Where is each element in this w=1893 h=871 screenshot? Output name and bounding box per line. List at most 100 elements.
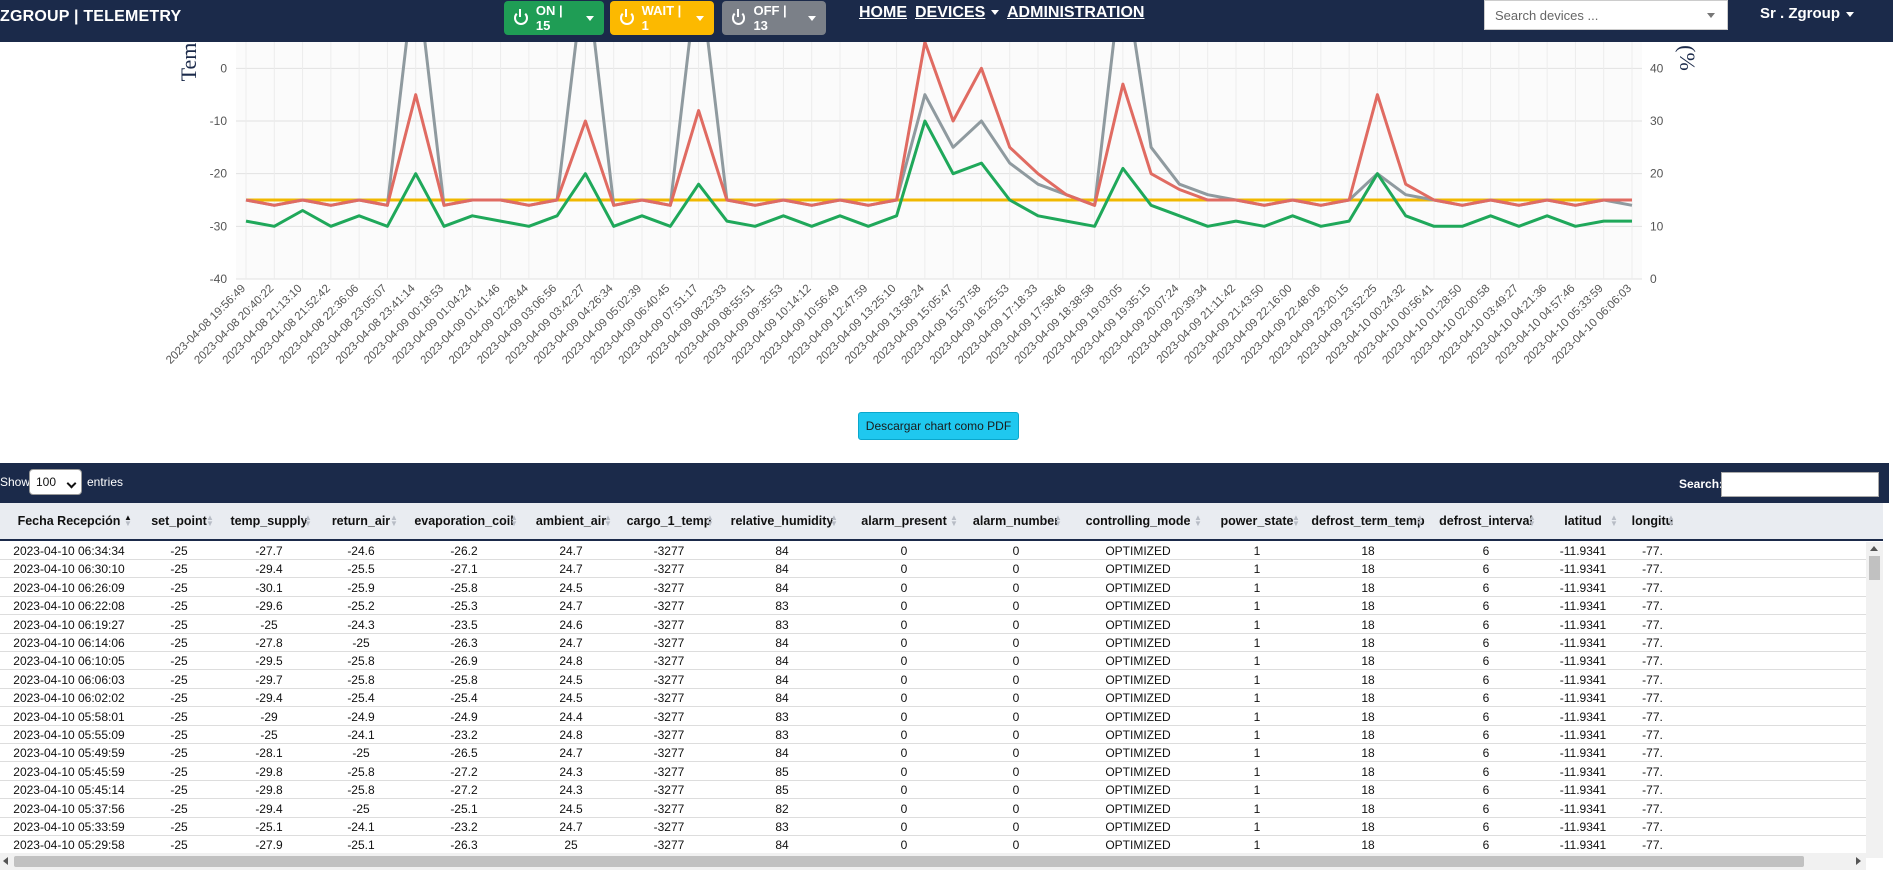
table-cell: -25.1 [347, 838, 375, 853]
table-row[interactable]: 2023-04-10 06:26:09 -25 -30.1 -25.9 -25.8 24.… [0, 579, 1866, 597]
table-row[interactable]: 2023-04-10 05:45:14 -25 -29.8 -25.8 -27.2 24.… [0, 781, 1866, 800]
table-cell: -25 [170, 544, 188, 558]
download-pdf-button[interactable]: Descargar chart como PDF [858, 412, 1019, 440]
table-search-input[interactable] [1721, 472, 1879, 497]
table-row[interactable]: 2023-04-10 06:02:02 -25 -29.4 -25.4 -25.4 24.… [0, 689, 1866, 708]
horizontal-scrollbar[interactable] [0, 853, 1866, 870]
table-row[interactable]: 2023-04-10 06:22:08 -25 -29.6 -25.2 -25.3 24.… [0, 597, 1866, 616]
column-header-label: return_air [331, 514, 391, 528]
status-on-button[interactable]: ON | 15 [504, 1, 604, 35]
column-header[interactable]: temp_supply ▲ ▼ [220, 503, 318, 539]
nav-administration-link[interactable]: ADMINISTRATION [1007, 4, 1145, 21]
column-header-label: set_point [151, 514, 207, 528]
status-wait-button[interactable]: WAIT | 1 [610, 1, 714, 35]
table-cell: -29.8 [255, 783, 283, 798]
column-header-label: latitud [1564, 514, 1602, 528]
table-cell: 0 [900, 764, 908, 779]
table-row[interactable]: 2023-04-10 05:29:58 -25 -27.9 -25.1 -26.3 25 -… [0, 836, 1866, 853]
table-row[interactable]: 2023-04-10 06:06:03 -25 -29.7 -25.8 -25.8 24.… [0, 671, 1866, 689]
chevron-down-icon [66, 478, 77, 489]
y-axis-right: 40 30 20 10 0 [1650, 61, 1664, 286]
table-cell: 1 [1253, 728, 1261, 742]
column-header[interactable]: Fecha Recepción ▲ ▼ [0, 503, 138, 539]
table-row[interactable]: 2023-04-10 05:33:59 -25 -25.1 -24.1 -23.2 24.… [0, 818, 1866, 836]
status-off-button[interactable]: OFF | 13 [722, 1, 826, 35]
table-row[interactable]: 2023-04-10 05:37:56 -25 -29.4 -25 -25.1 24.5 -… [0, 800, 1866, 818]
table-row[interactable]: 2023-04-10 05:49:59 -25 -28.1 -25 -26.5 24.7 -… [0, 744, 1866, 763]
table-row[interactable]: 2023-04-10 05:55:09 -25 -25 -24.1 -23.2 24.8 -… [0, 726, 1866, 744]
table-row[interactable]: 2023-04-10 06:34:34 -25 -27.7 -24.6 -26.2 24.… [0, 542, 1866, 560]
column-header[interactable]: alarm_present ▲ ▼ [844, 503, 964, 539]
table-cell: 84 [775, 562, 789, 577]
table-cell: OPTIMIZED [1105, 746, 1171, 761]
column-header-label: controlling_mode [1085, 514, 1191, 528]
column-header-label: relative_humidity [730, 514, 834, 528]
vertical-scrollbar[interactable] [1866, 542, 1883, 858]
column-header[interactable]: alarm_number ▲ ▼ [964, 503, 1068, 539]
scroll-left-icon[interactable] [3, 857, 8, 865]
table-row[interactable]: 2023-04-10 06:30:10 -25 -29.4 -25.5 -27.1 24.… [0, 560, 1866, 579]
table-cell: 18 [1361, 617, 1375, 632]
table-cell: -29.8 [255, 764, 283, 779]
scroll-right-icon[interactable] [1856, 857, 1861, 865]
table-cell: 1 [1253, 672, 1261, 687]
table-row[interactable]: 2023-04-10 05:45:59 -25 -29.8 -25.8 -27.2 24.… [0, 763, 1866, 781]
table-cell: -11.9341 [1559, 544, 1607, 558]
search-devices-select[interactable]: Search devices ... [1484, 0, 1728, 30]
table-row[interactable]: 2023-04-10 06:14:06 -25 -27.8 -25 -26.3 24.7 -… [0, 634, 1866, 652]
column-header[interactable]: power_state ▲ ▼ [1208, 503, 1306, 539]
table-cell: 1 [1253, 801, 1261, 816]
column-header[interactable]: return_air ▲ ▼ [318, 503, 404, 539]
nav-home-link[interactable]: HOME [859, 4, 907, 21]
table-cell: 6 [1482, 636, 1490, 650]
nav-devices-link[interactable]: DEVICES [915, 4, 1000, 22]
telemetry-chart: 0 -10 -20 -30 -40 40 30 20 10 0 2023-04-08 19:56… [164, 42, 1700, 367]
table-cell: 1 [1253, 599, 1261, 614]
vertical-scroll-thumb[interactable] [1869, 556, 1880, 580]
table-row[interactable]: 2023-04-10 05:58:01 -25 -29 -24.9 -24.9 24.4 -… [0, 708, 1866, 726]
table-cell: 24.8 [559, 728, 583, 742]
table-cell: 24.5 [559, 672, 583, 687]
table-cell: -3277 [653, 801, 685, 816]
table-cell: -25 [170, 691, 188, 706]
sort-icon: ▲ ▼ [1292, 513, 1300, 528]
column-header[interactable]: evaporation_coil ▲ ▼ [404, 503, 524, 539]
table-row[interactable]: 2023-04-10 06:19:27 -25 -25 -24.3 -23.5 24.6 -… [0, 616, 1866, 634]
table-cell: -27.9 [255, 838, 283, 853]
table-cell: -26.2 [450, 544, 478, 558]
y-tick-label: -10 [210, 114, 228, 128]
column-header[interactable]: longitu ▲ ▼ [1624, 503, 1681, 539]
table-cell: 1 [1253, 783, 1261, 798]
table-cell: -30.1 [255, 580, 283, 595]
table-cell: -25 [170, 672, 188, 687]
horizontal-scroll-thumb[interactable] [14, 856, 1804, 867]
sort-icon: ▲ ▼ [124, 513, 132, 528]
table-cell: -11.9341 [1559, 654, 1607, 669]
table-cell: 1 [1253, 562, 1261, 577]
table-cell: -25 [170, 562, 188, 577]
y-right-tick-label: 30 [1650, 114, 1664, 128]
column-header[interactable]: cargo_1_temp ▲ ▼ [618, 503, 720, 539]
table-cell: 0 [1012, 599, 1020, 614]
scroll-up-icon[interactable] [1870, 546, 1878, 551]
table-cell: -25 [352, 636, 370, 650]
series-line-3 [245, 119, 1632, 228]
entries-select[interactable]: 100 [29, 469, 82, 495]
table-cell: 0 [1012, 691, 1020, 706]
column-header[interactable]: set_point ▲ ▼ [138, 503, 220, 539]
table-cell: -24.1 [347, 728, 375, 742]
column-header[interactable]: ambient_air ▲ ▼ [524, 503, 618, 539]
table-cell: 0 [1012, 654, 1020, 669]
user-menu[interactable]: Sr . Zgroup [1760, 5, 1854, 22]
column-header[interactable]: latitud ▲ ▼ [1542, 503, 1624, 539]
column-header[interactable]: defrost_interval ▲ ▼ [1430, 503, 1542, 539]
table-cell: -25 [170, 709, 188, 724]
column-header[interactable]: relative_humidity ▲ ▼ [720, 503, 844, 539]
sort-icon: ▲ ▼ [1528, 513, 1536, 528]
table-cell: OPTIMIZED [1105, 580, 1171, 595]
table-cell: 6 [1482, 746, 1490, 761]
table-row[interactable]: 2023-04-10 06:10:05 -25 -29.5 -25.8 -26.9 24.… [0, 652, 1866, 671]
table-cell: -11.9341 [1559, 636, 1607, 650]
column-header[interactable]: defrost_term_temp ▲ ▼ [1306, 503, 1430, 539]
column-header[interactable]: controlling_mode ▲ ▼ [1068, 503, 1208, 539]
